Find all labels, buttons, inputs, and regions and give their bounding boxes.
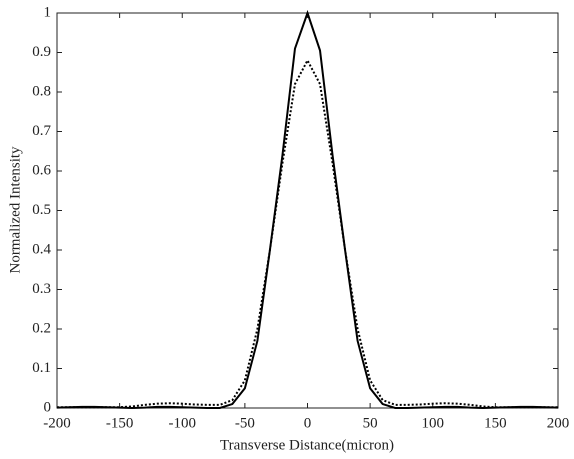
y-tick-label: 0.3 (32, 281, 51, 297)
y-tick-label: 0.1 (32, 360, 51, 376)
x-axis-label: Transverse Distance(micron) (220, 437, 394, 453)
y-tick-label: 0.2 (32, 320, 51, 336)
y-tick-label: 0.4 (32, 241, 51, 257)
y-tick-label: 0.7 (32, 123, 51, 139)
y-axis-label: Normalized Intensity (7, 146, 23, 274)
x-tick-label: -100 (169, 415, 197, 431)
x-tick-label: -50 (235, 415, 255, 431)
x-tick-label: 100 (422, 415, 445, 431)
y-tick-label: 0.5 (32, 202, 51, 218)
x-tick-label: 50 (363, 415, 378, 431)
y-tick-label: 0 (44, 399, 52, 415)
x-tick-label: 0 (304, 415, 312, 431)
x-tick-label: -150 (106, 415, 134, 431)
y-tick-label: 1 (44, 4, 52, 20)
data-line (56, 9, 559, 410)
y-tick-label: 0.6 (32, 162, 51, 178)
x-tick-label: 200 (547, 415, 570, 431)
y-tick-label: 0.9 (32, 44, 51, 60)
y-tick-label: 0.8 (32, 83, 51, 99)
x-tick-label: 150 (484, 415, 507, 431)
x-tick-label: -200 (43, 415, 71, 431)
